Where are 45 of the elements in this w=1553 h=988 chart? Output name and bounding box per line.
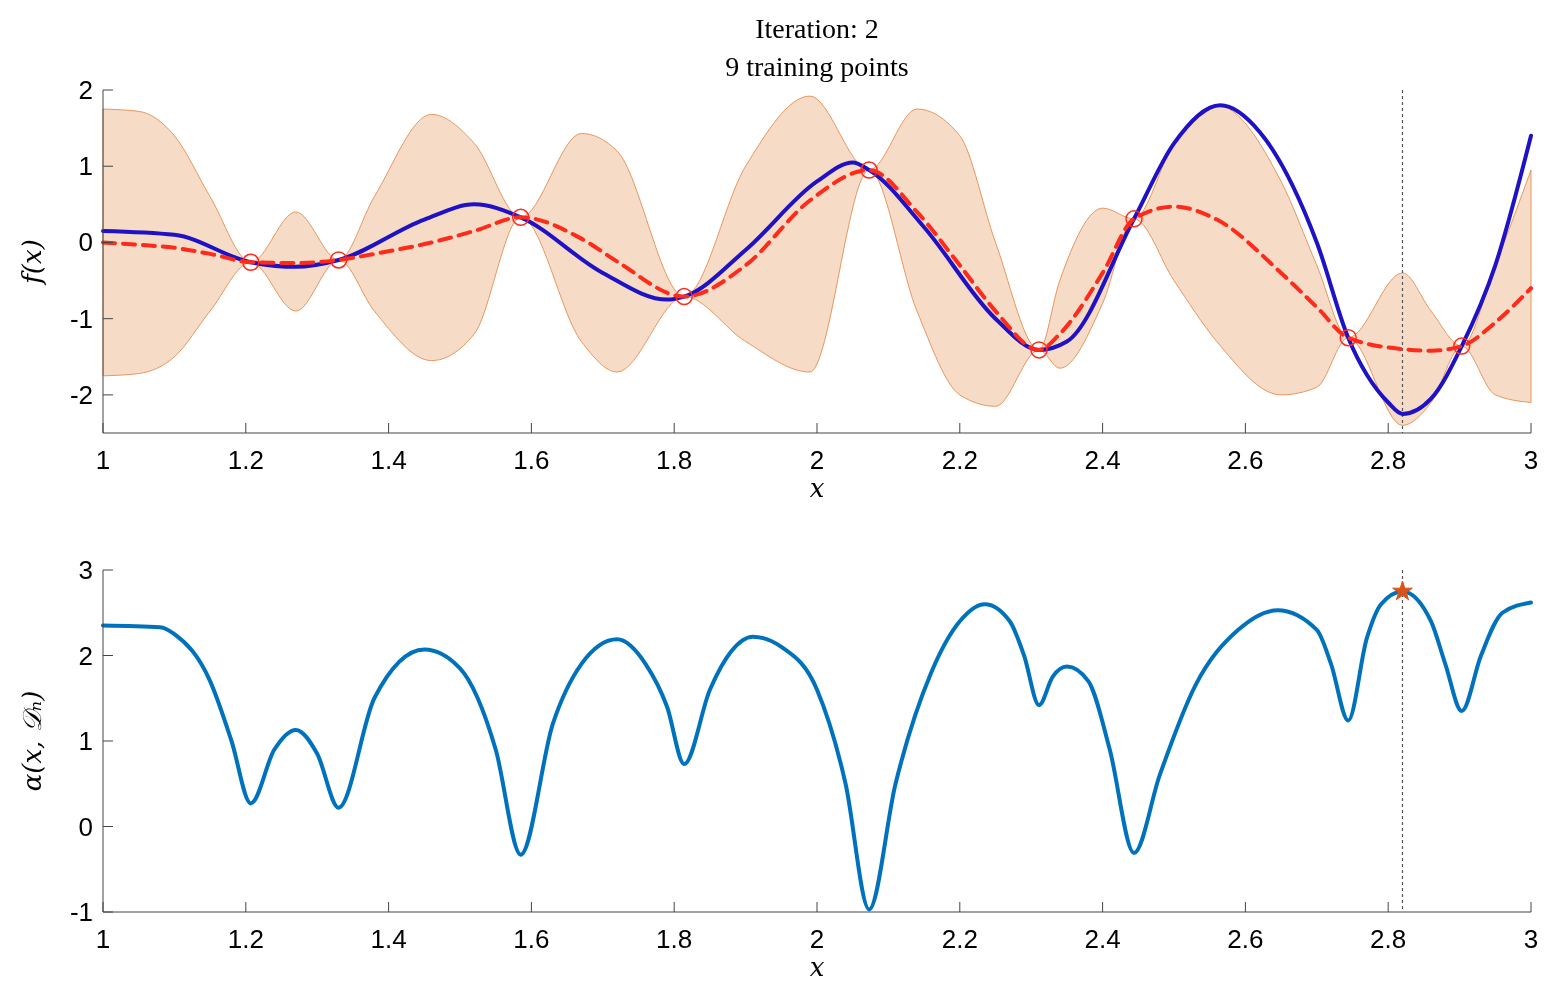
x-tick-label: 1.2: [227, 924, 264, 954]
point: [1452, 337, 1471, 355]
y-tick-label: 0: [78, 227, 93, 258]
x-tick-label: 2.8: [1370, 445, 1407, 475]
x-tick-label: 1.6: [513, 445, 550, 475]
y-axis-title: α(x, 𝒟ₙ): [17, 690, 47, 792]
x-tick-label: 2.8: [1370, 924, 1407, 954]
chart-subtitle: 9 training points: [725, 51, 909, 82]
point: [329, 251, 348, 269]
y-tick-label: 1: [78, 726, 93, 756]
x-tick-label: 2.6: [1227, 445, 1264, 475]
x-tick-label: 3: [1523, 924, 1539, 954]
x-tick-label: 3: [1523, 445, 1539, 475]
x-tick-label: 2.4: [1084, 445, 1121, 475]
x-tick-label: 1.4: [370, 924, 407, 954]
y-axis-title: f(x): [17, 239, 47, 286]
y-tick-label: -2: [69, 379, 93, 410]
y-tick-label: 3: [78, 555, 93, 585]
point: [1339, 328, 1357, 347]
x-tick-label: 1.8: [656, 924, 693, 954]
y-tick-label: 2: [78, 75, 93, 105]
x-tick-label: 2.6: [1227, 924, 1264, 954]
point: [860, 161, 878, 179]
y-tick-label: -1: [69, 303, 93, 334]
point: [511, 208, 530, 227]
x-tick-label: 2: [809, 445, 825, 475]
x-tick-label: 2.4: [1084, 924, 1121, 954]
x-tick-label: 1.2: [227, 445, 264, 475]
x-axis-title: x: [809, 952, 825, 982]
x-axis-title: x: [809, 473, 825, 503]
x-tick-label: 2: [809, 924, 825, 954]
x-tick-label: 2.2: [941, 445, 978, 475]
y-tick-label: 2: [78, 640, 93, 671]
x-tick-label: 1.8: [656, 445, 693, 475]
x-tick-label: 1.4: [370, 445, 407, 475]
x-tick-label: 2.2: [941, 924, 978, 954]
chart-title: Iteration: 2: [755, 13, 879, 44]
point: [675, 287, 693, 306]
y-tick-label: -1: [69, 897, 93, 927]
y-tick-label: 1: [78, 151, 93, 182]
point: [1030, 341, 1048, 359]
x-tick-label: 1.6: [513, 924, 550, 954]
point: [1125, 210, 1143, 228]
y-tick-label: 0: [78, 811, 93, 842]
point: [242, 253, 260, 272]
